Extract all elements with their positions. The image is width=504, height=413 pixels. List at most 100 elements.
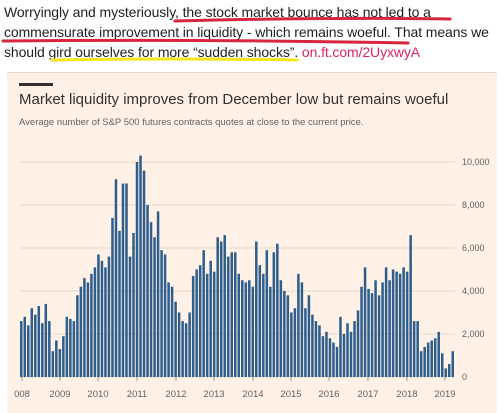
bar (114, 179, 118, 377)
bar (423, 346, 426, 377)
x-tick-label: 008 (14, 389, 30, 400)
bar (100, 260, 104, 377)
bar (360, 286, 363, 377)
bar (198, 265, 202, 377)
bar (135, 162, 139, 377)
y-tick-label: 8,000 (462, 200, 485, 210)
bar (55, 340, 58, 377)
bar (226, 256, 230, 377)
x-tick-label: 2011 (127, 389, 147, 400)
bar (30, 308, 34, 377)
bar (276, 243, 279, 377)
bar (419, 351, 423, 377)
x-tick-label: 2014 (242, 389, 263, 400)
bar (416, 321, 419, 377)
bar (37, 306, 41, 377)
bar (72, 321, 76, 377)
bar (440, 353, 444, 377)
red-underline-1 (173, 16, 452, 23)
bar (444, 368, 447, 377)
bar (290, 312, 293, 377)
bar (311, 314, 314, 377)
bar (146, 205, 149, 377)
bar (195, 269, 198, 377)
y-tick-label: 4,000 (462, 286, 485, 296)
bar (349, 331, 353, 377)
bar (370, 293, 374, 377)
bar (212, 271, 216, 377)
bar (149, 222, 153, 377)
bar (353, 321, 356, 377)
bar (233, 252, 237, 377)
bar (325, 331, 328, 377)
bar (265, 250, 269, 377)
bar (367, 288, 370, 377)
bar (216, 237, 219, 377)
x-tick-label: 2009 (49, 389, 70, 400)
ft-header-rule (19, 83, 53, 86)
tweet-text: Worryingly and mysteriously, the stock m… (4, 2, 502, 62)
bar (34, 314, 37, 377)
x-tick-label: 2010 (87, 389, 108, 400)
bar (297, 273, 300, 377)
bar (272, 252, 276, 377)
bar (188, 312, 191, 377)
x-tick-label: 2015 (280, 389, 301, 400)
bar (283, 291, 286, 377)
bar (167, 282, 170, 377)
bar (58, 349, 62, 377)
bar (48, 321, 51, 377)
bar (405, 271, 409, 377)
bar (97, 254, 100, 377)
x-tick-label: 2012 (165, 389, 186, 400)
bar (230, 252, 233, 377)
bar (153, 237, 156, 377)
bar (381, 282, 384, 377)
bar (300, 282, 304, 377)
bar (339, 316, 342, 377)
chart-title: Market liquidity improves from December … (19, 91, 449, 108)
bar (79, 286, 83, 377)
x-tick-label: 2017 (357, 389, 378, 400)
bar (181, 321, 184, 377)
bar (293, 308, 297, 377)
bar (128, 256, 132, 377)
bar (433, 338, 437, 377)
bar (62, 336, 65, 377)
bar (111, 217, 114, 377)
bar (307, 295, 311, 377)
bar (51, 351, 55, 377)
bar (398, 273, 402, 377)
bar (118, 230, 121, 377)
bar (395, 271, 398, 377)
bar (412, 321, 416, 377)
bar (426, 342, 430, 377)
bar (269, 286, 272, 377)
bar (374, 280, 377, 377)
bar (409, 235, 412, 377)
bar (107, 256, 111, 377)
bar (321, 336, 325, 377)
bar (384, 267, 388, 377)
bar (248, 280, 251, 377)
bar (202, 250, 205, 377)
tweet-link[interactable]: on.ft.com/2UyxwyA (301, 44, 421, 60)
bar (332, 342, 335, 377)
bar (402, 267, 405, 377)
bar (93, 267, 97, 377)
bar (391, 269, 395, 377)
bar (377, 295, 381, 377)
bar (104, 267, 107, 377)
bar (335, 346, 339, 377)
bar (41, 323, 44, 377)
bar (90, 273, 93, 377)
bar (69, 318, 72, 377)
bar (255, 241, 258, 377)
bar (27, 325, 30, 377)
bar (177, 312, 181, 377)
x-tick-label: 2018 (396, 389, 417, 400)
bar (223, 235, 226, 377)
y-tick-label: 10,000 (462, 157, 490, 167)
y-tick-label: 0 (462, 372, 467, 382)
bar (430, 340, 433, 377)
